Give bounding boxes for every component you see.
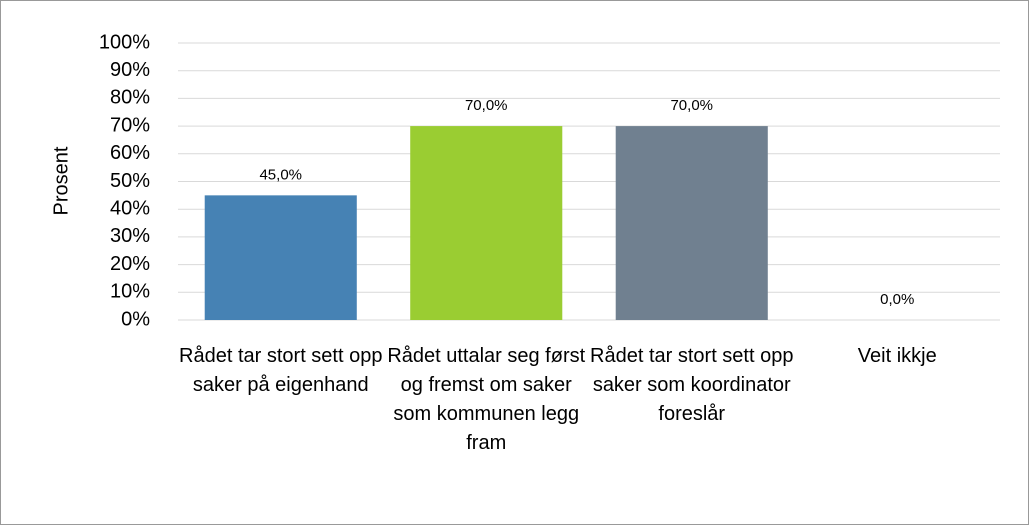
y-tick-label: 90% bbox=[110, 59, 150, 81]
data-label: 45,0% bbox=[259, 166, 302, 183]
y-tick-label: 70% bbox=[110, 114, 150, 136]
y-tick-label: 10% bbox=[110, 281, 150, 303]
x-tick-label: Rådet tar stort sett opp saker som koord… bbox=[590, 345, 794, 425]
bar bbox=[204, 195, 357, 320]
y-tick-label: 50% bbox=[110, 170, 150, 192]
bar bbox=[615, 126, 768, 320]
y-axis-label: Prosent bbox=[50, 146, 72, 215]
y-tick-label: 40% bbox=[110, 197, 150, 219]
bar bbox=[410, 126, 563, 320]
data-label: 70,0% bbox=[465, 97, 508, 114]
y-tick-label: 80% bbox=[110, 87, 150, 109]
x-tick-label: Rådet uttalar seg først og fremst om sak… bbox=[387, 345, 586, 454]
y-tick-label: 0% bbox=[121, 308, 150, 330]
y-tick-label: 30% bbox=[110, 225, 150, 247]
y-tick-label: 100% bbox=[99, 31, 150, 53]
y-tick-label: 20% bbox=[110, 253, 150, 275]
data-label: 0,0% bbox=[880, 291, 914, 308]
x-tick-label: Veit ikkje bbox=[857, 345, 937, 367]
x-tick-label: Rådet tar stort sett opp saker på eigenh… bbox=[179, 345, 383, 396]
data-label: 70,0% bbox=[670, 97, 713, 114]
y-tick-label: 60% bbox=[110, 142, 150, 164]
